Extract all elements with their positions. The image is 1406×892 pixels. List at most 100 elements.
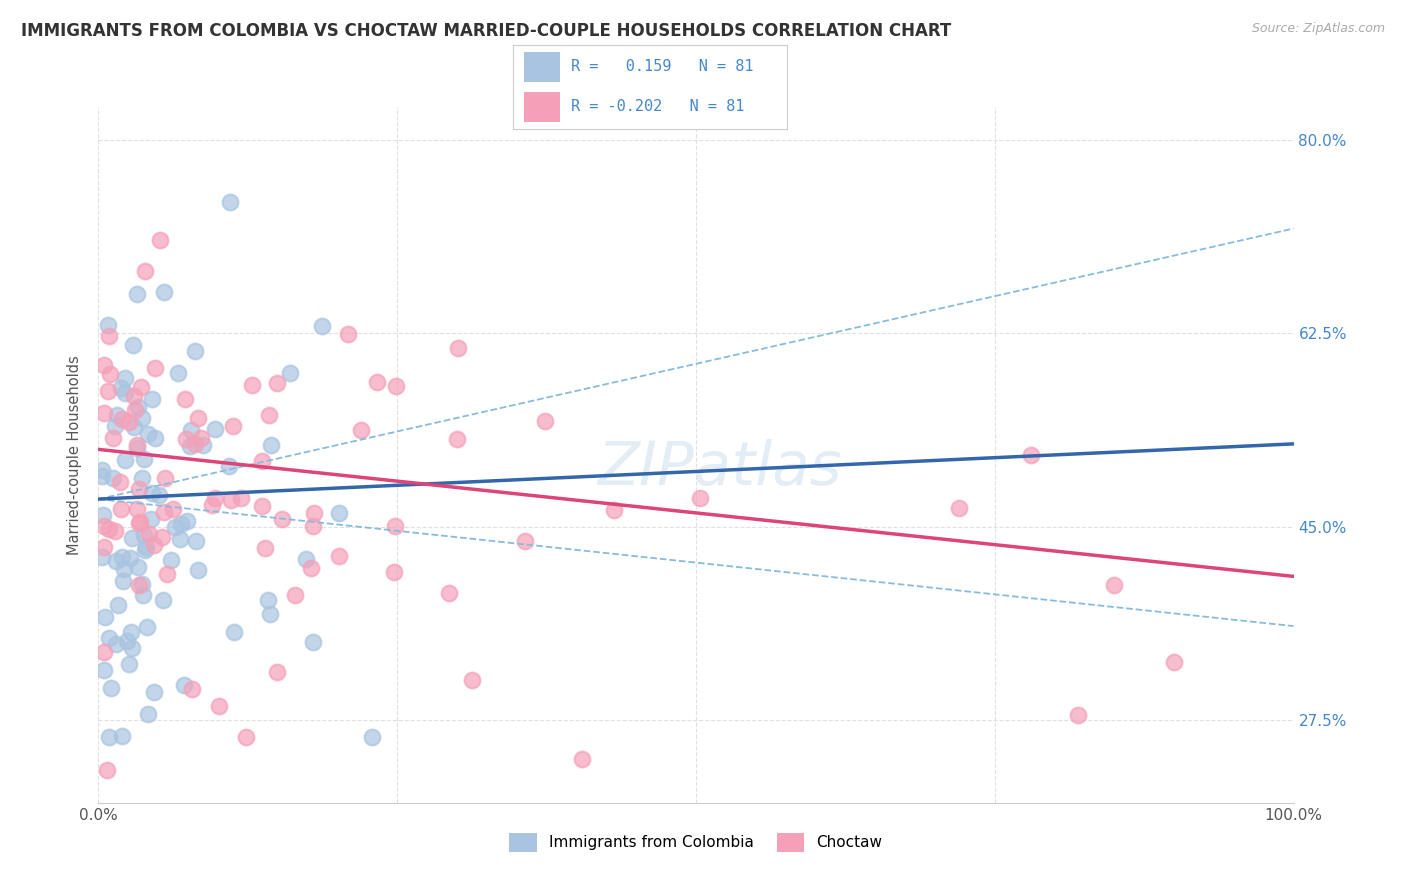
Point	[143, 361, 166, 376]
Point	[250, 499, 273, 513]
Point	[98, 329, 121, 343]
Point	[91, 508, 114, 522]
Point	[110, 381, 132, 395]
Point	[97, 318, 120, 333]
Point	[166, 367, 188, 381]
Point	[169, 532, 191, 546]
Point	[148, 488, 170, 502]
Point	[603, 503, 626, 517]
Point	[384, 519, 406, 533]
Point	[114, 371, 136, 385]
Point	[174, 433, 197, 447]
Point	[121, 641, 143, 656]
Point	[181, 681, 204, 696]
Point	[131, 411, 153, 425]
Point	[222, 624, 245, 639]
Point	[208, 698, 231, 713]
Point	[295, 551, 318, 566]
Point	[152, 505, 174, 519]
Point	[127, 559, 149, 574]
Point	[127, 438, 149, 452]
Point	[97, 384, 120, 399]
Point	[121, 531, 143, 545]
Point	[93, 518, 115, 533]
Point	[112, 562, 135, 576]
Point	[114, 452, 136, 467]
Point	[1067, 708, 1090, 723]
Point	[127, 400, 149, 414]
Point	[97, 730, 120, 744]
Point	[110, 502, 132, 516]
Point	[446, 432, 468, 446]
Point	[97, 522, 120, 536]
Point	[141, 392, 163, 407]
Point	[152, 593, 174, 607]
Text: ZIPatlas: ZIPatlas	[598, 440, 842, 499]
Point	[125, 286, 148, 301]
Point	[257, 593, 280, 607]
Point	[187, 563, 209, 577]
Point	[280, 366, 302, 380]
Point	[134, 264, 156, 278]
Point	[260, 438, 283, 452]
Point	[184, 343, 207, 358]
Point	[218, 459, 240, 474]
Point	[122, 389, 145, 403]
Point	[187, 410, 209, 425]
Point	[91, 469, 114, 483]
Point	[125, 441, 148, 455]
Point	[271, 512, 294, 526]
Point	[689, 491, 711, 506]
Point	[107, 598, 129, 612]
Point	[153, 285, 176, 299]
Point	[105, 408, 128, 422]
Point	[93, 407, 115, 421]
Point	[117, 657, 139, 672]
Point	[104, 419, 127, 434]
Point	[129, 515, 152, 529]
Text: IMMIGRANTS FROM COLOMBIA VS CHOCTAW MARRIED-COUPLE HOUSEHOLDS CORRELATION CHART: IMMIGRANTS FROM COLOMBIA VS CHOCTAW MARR…	[21, 22, 952, 40]
Point	[328, 549, 350, 563]
Point	[180, 423, 202, 437]
Point	[361, 730, 384, 744]
Point	[156, 567, 179, 582]
Point	[266, 376, 288, 390]
Point	[204, 491, 226, 505]
Point	[141, 486, 163, 500]
Point	[100, 681, 122, 696]
Point	[184, 533, 207, 548]
Point	[101, 471, 124, 485]
Point	[150, 531, 173, 545]
Point	[105, 637, 128, 651]
Point	[515, 533, 537, 548]
Point	[91, 463, 114, 477]
Point	[118, 551, 141, 566]
Point	[259, 607, 281, 621]
Point	[114, 386, 136, 401]
Point	[165, 520, 187, 534]
Point	[437, 586, 460, 600]
Point	[284, 588, 307, 602]
Point	[134, 543, 156, 558]
Point	[149, 234, 172, 248]
Point	[302, 635, 325, 649]
Point	[142, 685, 165, 699]
Point	[179, 439, 201, 453]
Point	[124, 420, 146, 434]
Point	[111, 411, 134, 425]
Point	[118, 415, 141, 429]
Point	[110, 549, 132, 564]
Point	[301, 519, 323, 533]
Point	[176, 514, 198, 528]
Point	[132, 452, 155, 467]
Y-axis label: Married-couple Households: Married-couple Households	[67, 355, 83, 555]
Point	[111, 574, 134, 588]
Point	[193, 438, 215, 452]
Point	[98, 367, 121, 381]
Point	[120, 625, 142, 640]
Point	[127, 502, 149, 516]
Point	[128, 516, 150, 530]
Point	[190, 432, 212, 446]
Point	[131, 577, 153, 591]
Point	[93, 663, 115, 677]
